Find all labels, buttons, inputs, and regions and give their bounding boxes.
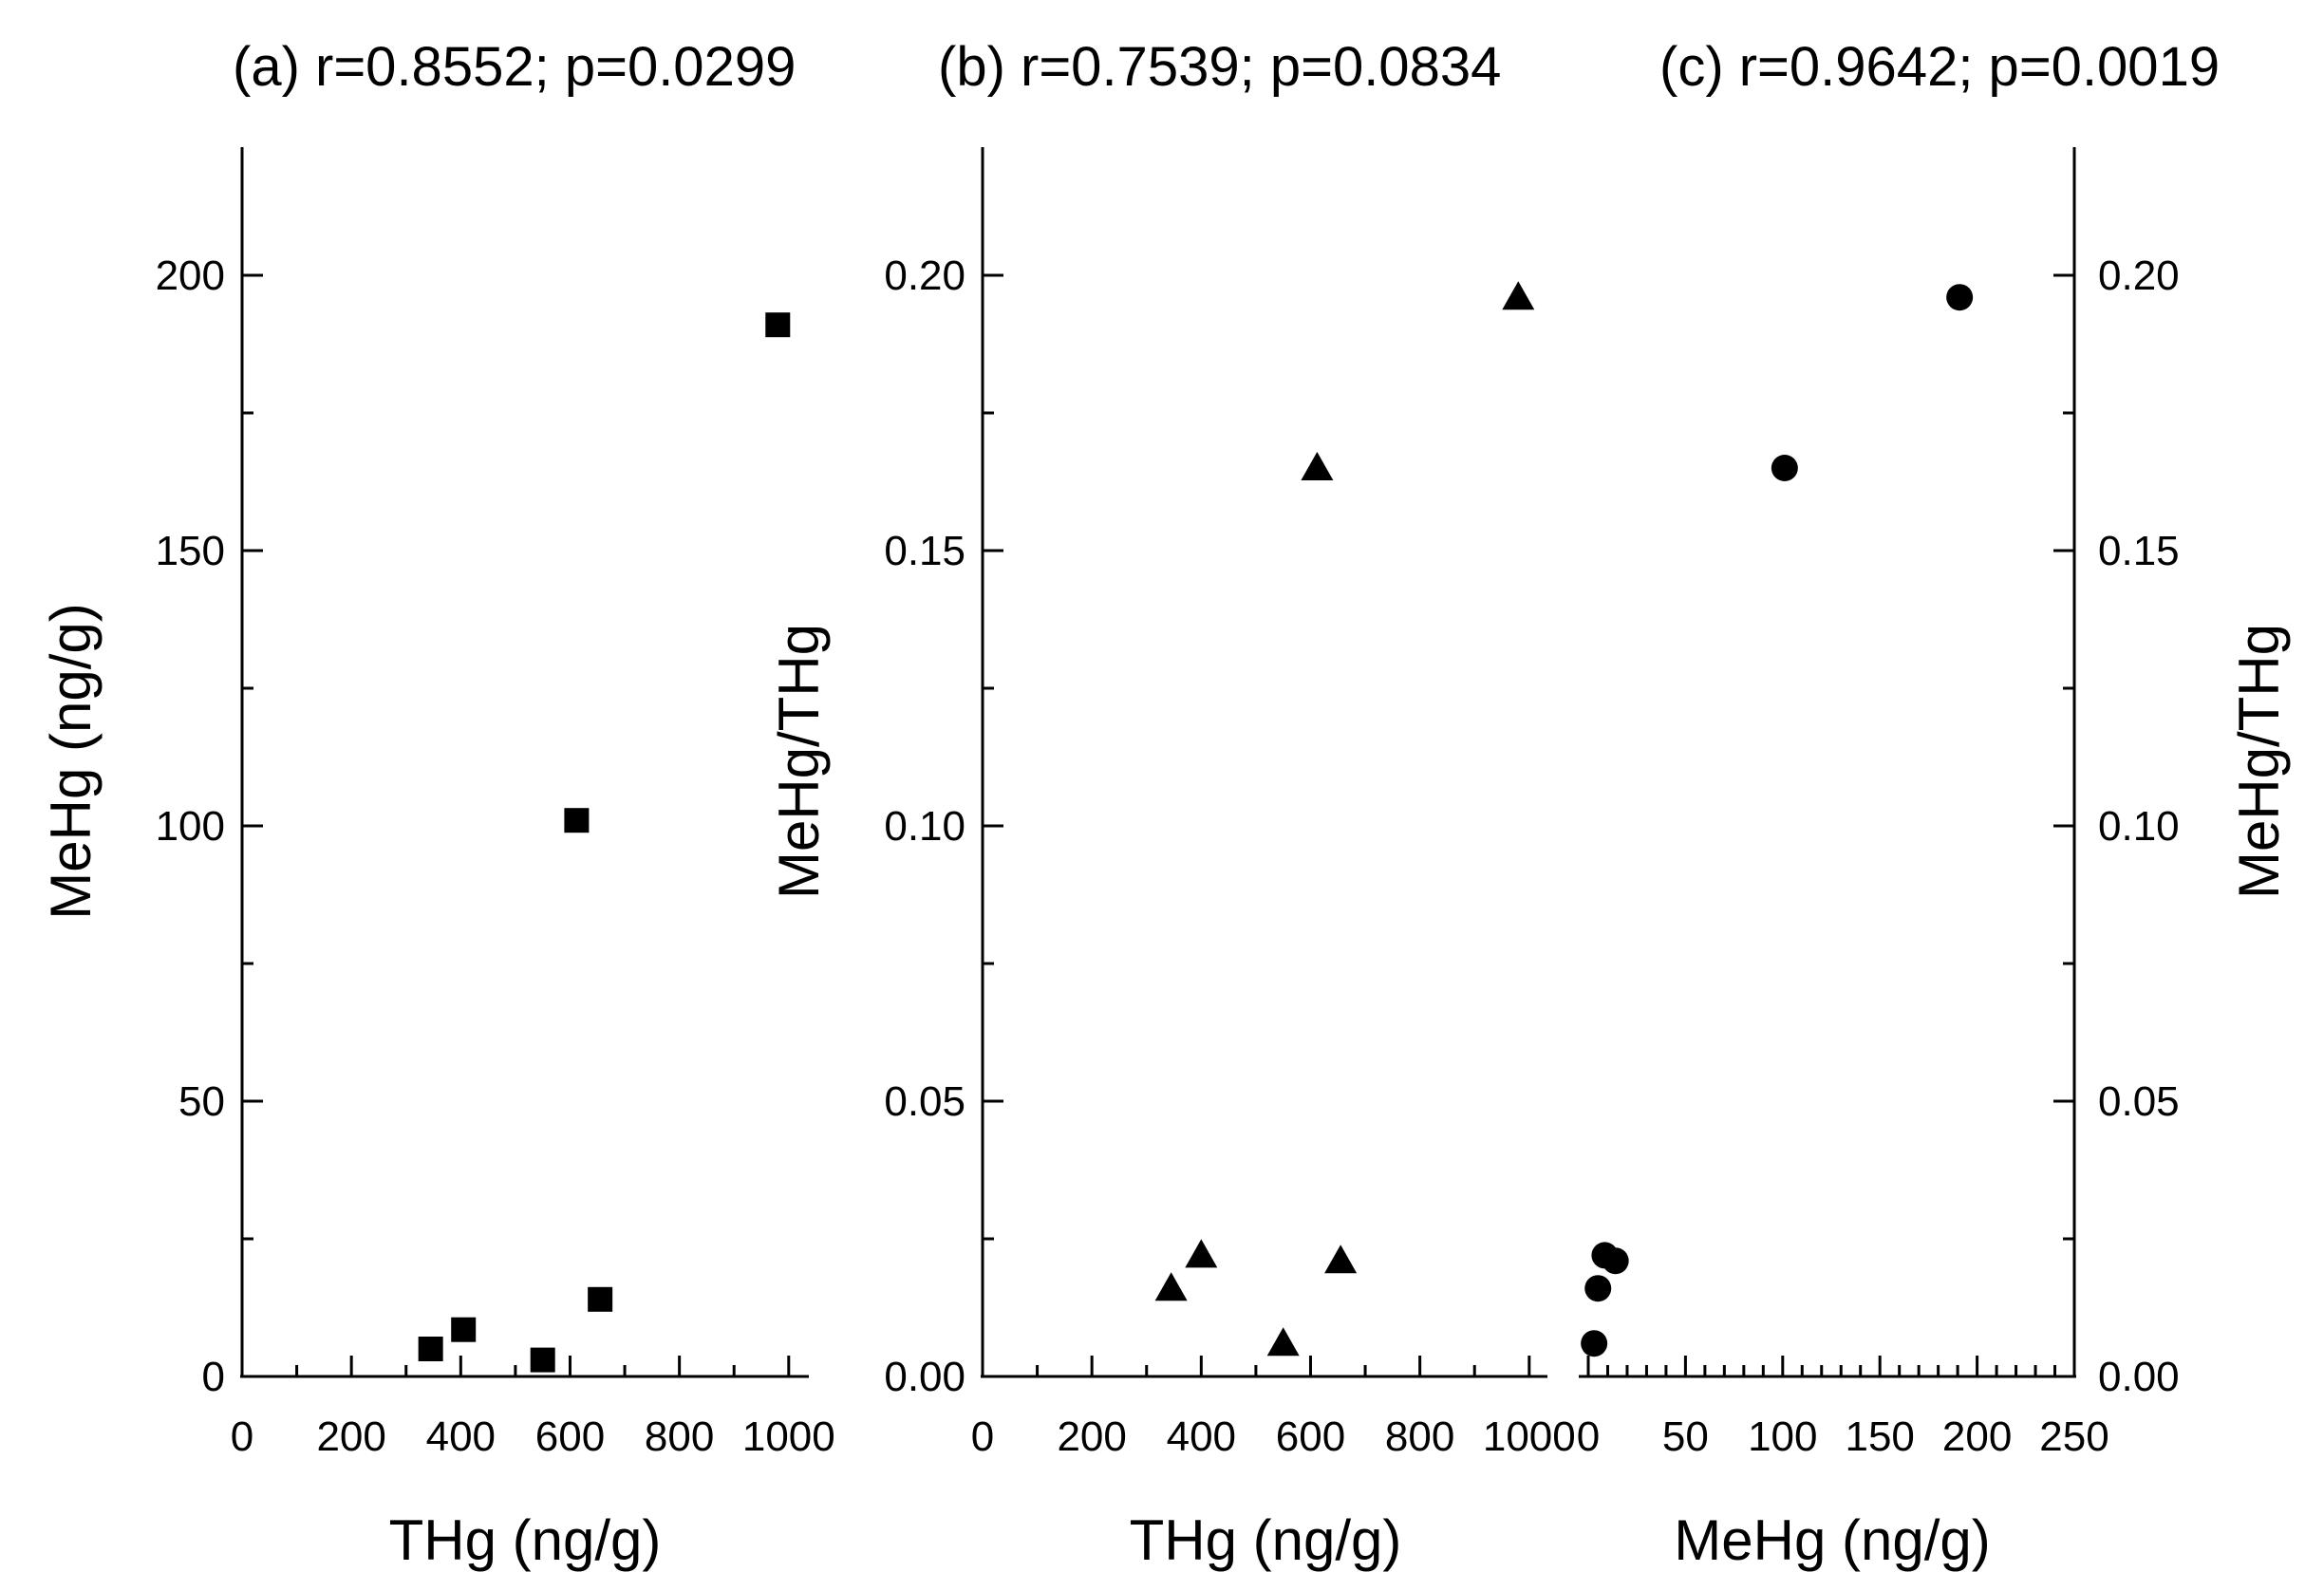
panel-c-xtick-label: 100 <box>1748 1413 1817 1460</box>
panel-c-ytick-label: 0.00 <box>2098 1354 2180 1400</box>
panel-c-data-point <box>1602 1247 1629 1275</box>
panel-a-xtick-label: 0 <box>231 1413 253 1460</box>
panel-b-data-point <box>1266 1327 1300 1357</box>
panel-b-xtick-label: 400 <box>1167 1413 1236 1460</box>
panel-b-data-point <box>1502 281 1535 310</box>
panel-b-ylabel: MeHg/THg <box>767 624 831 899</box>
panel-c-ytick-label: 0.10 <box>2098 803 2180 850</box>
panel-b-ytick-label: 0.20 <box>884 253 965 299</box>
panel-b-ytick-label: 0.10 <box>884 803 965 850</box>
panel-c-title: (c) r=0.9642; p=0.0019 <box>1659 36 2220 98</box>
panel-a-ytick-label: 100 <box>156 803 225 850</box>
panel-c-data-point <box>1581 1330 1608 1357</box>
panel-c-ytick-label: 0.05 <box>2098 1078 2180 1125</box>
panel-b-ytick-label: 0.15 <box>884 528 965 574</box>
panel-a-xlabel: THg (ng/g) <box>389 1508 662 1572</box>
panel-c-points <box>1581 284 1974 1357</box>
panel-a-xtick-label: 800 <box>645 1413 714 1460</box>
panel-a: (a) r=0.8552; p=0.0299 0 50 100 150 200 0 200… <box>39 36 835 1572</box>
panel-b-title: (b) r=0.7539; p=0.0834 <box>938 36 1501 98</box>
panel-a-data-point <box>765 312 791 338</box>
panel-b-ytick-label: 0.00 <box>884 1354 965 1400</box>
panel-c-data-point <box>1584 1275 1612 1302</box>
panel-c-y-ticks: 0.00 0.05 0.10 0.15 0.20 <box>2053 253 2180 1400</box>
panel-a-ytick-label: 0 <box>202 1354 225 1400</box>
panel-a-data-point <box>418 1337 443 1361</box>
panel-b-y-ticks: 0.00 0.05 0.10 0.15 0.20 <box>884 253 1003 1400</box>
panel-a-xtick-label: 1000 <box>742 1413 835 1460</box>
panel-a-points <box>418 312 791 1373</box>
panel-a-xtick-label: 400 <box>426 1413 496 1460</box>
panel-a-y-ticks: 0 50 100 150 200 <box>156 253 263 1400</box>
panel-b-xtick-label: 800 <box>1385 1413 1454 1460</box>
panel-a-data-point <box>530 1347 555 1373</box>
panel-b-data-point <box>1324 1245 1358 1274</box>
panel-b-data-point <box>1301 452 1334 480</box>
panel-c-xtick-label: 250 <box>2039 1413 2108 1460</box>
panel-b-xtick-label: 0 <box>971 1413 994 1460</box>
panel-b-xlabel: THg (ng/g) <box>1130 1508 1402 1572</box>
panel-b-points <box>1154 281 1535 1357</box>
panel-a-title: (a) r=0.8552; p=0.0299 <box>233 36 796 98</box>
panel-b-data-point <box>1154 1272 1188 1301</box>
panel-c-ylabel: MeHg/THg <box>2227 624 2291 899</box>
panel-b: (b) r=0.7539; p=0.0834 0.000.050.100.150… <box>767 36 1576 1572</box>
panel-a-xtick-label: 200 <box>316 1413 385 1460</box>
panel-c-ytick-label: 0.20 <box>2098 253 2180 299</box>
panel-c-x-ticks: 0 50 100 150 200 250 <box>1577 1356 2109 1460</box>
panel-c-ytick-label: 0.15 <box>2098 528 2180 574</box>
panel-a-ylabel: MeHg (ng/g) <box>39 603 103 919</box>
panel-a-ytick-label: 150 <box>156 528 225 574</box>
panel-a-data-point <box>564 808 590 833</box>
panel-a-xtick-label: 600 <box>535 1413 605 1460</box>
panel-c-xlabel: MeHg (ng/g) <box>1674 1508 1990 1572</box>
panel-a-ytick-label: 50 <box>178 1078 225 1125</box>
panel-c-data-point <box>1771 455 1798 481</box>
panel-c-data-point <box>1946 284 1974 311</box>
panel-a-x-ticks: 0 200 400 600 800 1000 <box>231 1356 835 1460</box>
panel-b-ytick-label: 0.05 <box>884 1078 965 1125</box>
panel-c-xtick-label: 200 <box>1942 1413 2012 1460</box>
panel-c-xtick-label: 50 <box>1662 1413 1709 1460</box>
panel-a-data-point <box>588 1286 613 1312</box>
panel-c-xtick-label: 0 <box>1577 1413 1600 1460</box>
panel-c-xtick-label: 150 <box>1845 1413 1914 1460</box>
panel-b-xtick-label: 200 <box>1057 1413 1126 1460</box>
panel-b-xtick-label: 600 <box>1276 1413 1345 1460</box>
panel-b-x-ticks: 0 200 400 600 800 1000 <box>971 1356 1576 1460</box>
panel-a-data-point <box>451 1317 477 1342</box>
panel-c: (c) r=0.9642; p=0.0019 0.000.050.100.150… <box>1577 36 2291 1572</box>
panel-b-data-point <box>1185 1239 1218 1268</box>
panel-a-ytick-label: 200 <box>156 253 225 299</box>
panel-b-xtick-label: 1000 <box>1483 1413 1576 1460</box>
